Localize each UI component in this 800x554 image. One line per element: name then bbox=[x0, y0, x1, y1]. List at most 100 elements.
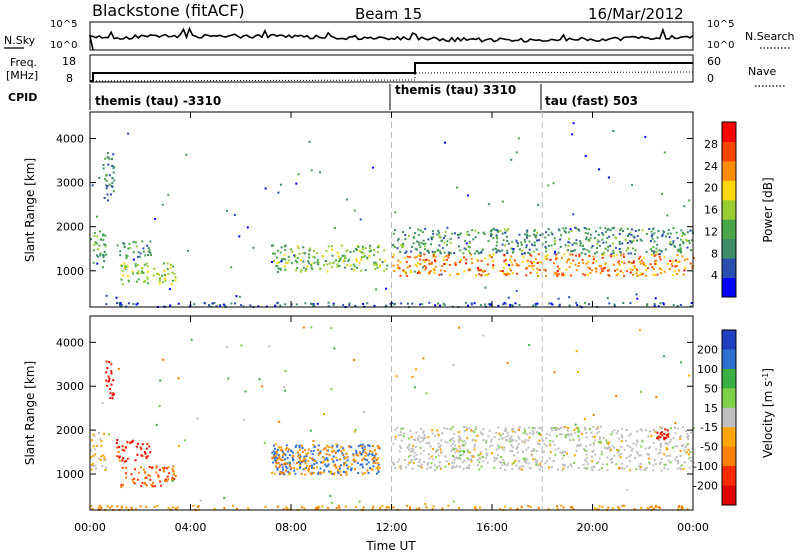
power-cell bbox=[533, 233, 535, 236]
y-tick-label: 3000 bbox=[56, 177, 84, 190]
velocity-cell bbox=[339, 458, 341, 461]
velocity-cell bbox=[474, 443, 476, 446]
velocity-cell bbox=[109, 388, 111, 391]
velocity-cell bbox=[422, 438, 425, 441]
velocity-cell bbox=[321, 461, 324, 464]
velocity-cell bbox=[656, 437, 659, 440]
power-cell bbox=[331, 262, 334, 265]
velocity-cell bbox=[559, 451, 562, 454]
power-cell bbox=[626, 227, 629, 230]
power-cell bbox=[438, 250, 441, 253]
velocity-cell bbox=[581, 432, 583, 435]
velocity-cell bbox=[393, 463, 395, 466]
velocity-cell bbox=[648, 447, 650, 450]
power-cell bbox=[546, 258, 549, 261]
power-cell bbox=[279, 267, 282, 270]
velocity-cell bbox=[319, 467, 322, 470]
power-cell bbox=[304, 269, 307, 272]
x-tick-label: 04:00 bbox=[175, 521, 207, 534]
power-cell bbox=[283, 254, 286, 257]
power-cell bbox=[446, 226, 449, 229]
power-cell bbox=[169, 304, 172, 307]
velocity-cell bbox=[688, 457, 691, 460]
velocity-cell bbox=[472, 438, 475, 441]
velocity-cell bbox=[548, 442, 551, 445]
power-cell bbox=[162, 262, 165, 265]
power-cell bbox=[552, 182, 555, 185]
velocity-cell bbox=[364, 472, 367, 475]
velocity-cell bbox=[278, 420, 281, 423]
velocity-colorbar-segment bbox=[722, 485, 736, 506]
velocity-cell bbox=[515, 464, 518, 467]
velocity-cell bbox=[135, 445, 138, 448]
cpid-label: CPID bbox=[8, 91, 37, 104]
velocity-cell bbox=[621, 504, 624, 507]
velocity-cell bbox=[463, 444, 466, 447]
velocity-cell bbox=[470, 454, 473, 457]
power-cell bbox=[313, 256, 316, 259]
velocity-cell bbox=[522, 432, 525, 435]
velocity-cell bbox=[115, 442, 118, 445]
power-cell bbox=[564, 244, 567, 247]
y-tick-label: 3000 bbox=[56, 380, 84, 393]
power-cell bbox=[102, 233, 105, 236]
velocity-cell bbox=[358, 451, 361, 454]
velocity-cell bbox=[284, 465, 287, 468]
power-cell bbox=[467, 245, 470, 248]
power-cell bbox=[524, 240, 527, 243]
velocity-cell bbox=[96, 444, 98, 447]
power-cell bbox=[544, 269, 547, 272]
power-cell bbox=[495, 235, 498, 238]
velocity-cell bbox=[104, 459, 107, 462]
velocity-cell bbox=[280, 446, 283, 449]
velocity-cell bbox=[376, 444, 379, 447]
power-cell bbox=[582, 248, 585, 251]
power-cell bbox=[585, 238, 588, 241]
power-cell bbox=[490, 229, 493, 232]
velocity-cell bbox=[535, 462, 538, 465]
power-cell bbox=[545, 250, 548, 253]
velocity-cell bbox=[543, 443, 546, 446]
velocity-cell bbox=[341, 452, 344, 455]
power-cell bbox=[316, 261, 319, 264]
power-cell bbox=[313, 249, 315, 252]
velocity-cell bbox=[525, 461, 528, 464]
power-cell bbox=[484, 257, 487, 260]
power-cell bbox=[619, 229, 622, 232]
velocity-cell bbox=[473, 448, 476, 451]
velocity-cell bbox=[273, 455, 276, 458]
velocity-cell bbox=[461, 440, 464, 443]
power-cell bbox=[653, 255, 656, 257]
power-cell bbox=[334, 227, 336, 229]
velocity-cell bbox=[361, 463, 364, 466]
power-cell bbox=[294, 255, 296, 258]
power-cell bbox=[588, 303, 591, 306]
velocity-cell bbox=[639, 462, 642, 465]
velocity-cell bbox=[307, 460, 310, 463]
velocity-cell bbox=[644, 429, 647, 432]
power-cell bbox=[399, 250, 402, 253]
power-cell bbox=[659, 249, 662, 252]
velocity-cell bbox=[306, 464, 309, 467]
velocity-cell bbox=[336, 445, 339, 448]
velocity-cell bbox=[676, 427, 679, 430]
power-cell bbox=[561, 274, 563, 277]
velocity-cell bbox=[524, 439, 527, 442]
power-cell bbox=[330, 245, 333, 248]
velocity-cell bbox=[515, 440, 518, 442]
power-cell bbox=[406, 266, 409, 269]
power-cell bbox=[439, 269, 442, 272]
power-cell bbox=[692, 256, 695, 259]
velocity-cell bbox=[682, 468, 685, 471]
power-cell bbox=[515, 239, 518, 242]
velocity-cell bbox=[92, 433, 95, 436]
power-cell bbox=[666, 214, 669, 217]
power-cell bbox=[550, 302, 553, 305]
velocity-cell bbox=[469, 459, 472, 461]
power-cell bbox=[100, 238, 102, 241]
power-cell bbox=[97, 255, 100, 258]
velocity-colorbar-tick: 100 bbox=[697, 363, 718, 376]
velocity-cell bbox=[522, 451, 524, 454]
